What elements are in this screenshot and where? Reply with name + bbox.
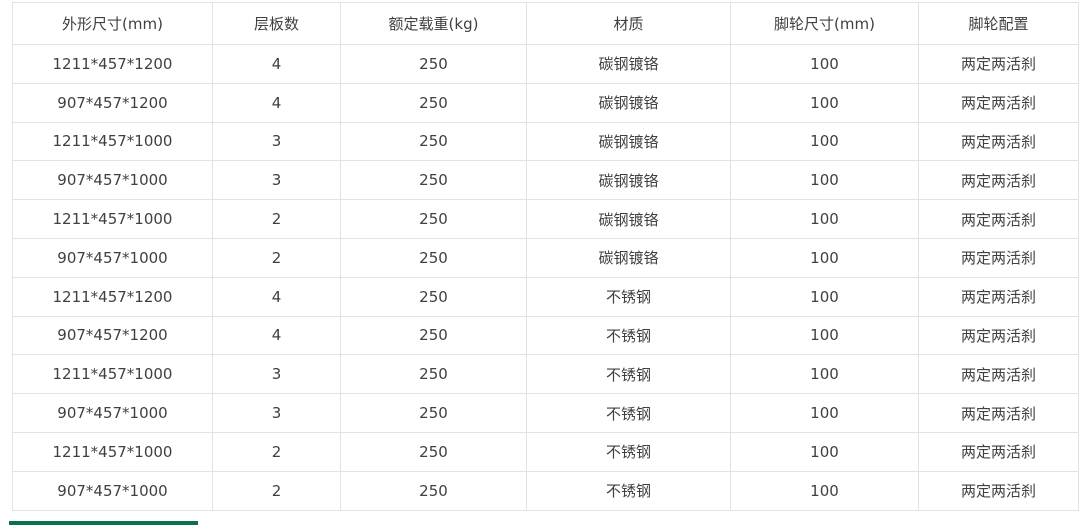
table-cell: 碳钢镀铬 [526,237,731,278]
table-cell: 2 [212,237,341,278]
header-row: 外形尺寸(mm) 层板数 额定载重(kg) 材质 脚轮尺寸(mm) 脚轮配置 [12,2,1079,45]
table-cell: 3 [212,121,341,162]
table-cell: 3 [212,160,341,201]
table-cell: 100 [730,44,919,84]
table-cell: 100 [730,276,919,317]
column-header: 材质 [526,2,731,45]
table-cell: 100 [730,237,919,278]
table-row: 907*457*1200 4 250 不锈钢 100 两定两活刹 [12,315,1079,356]
table-row: 1211*457*1000 3 250 碳钢镀铬 100 两定两活刹 [12,121,1079,162]
table-cell: 不锈钢 [526,431,731,472]
table-cell: 100 [730,160,919,201]
table-cell: 250 [340,121,527,162]
table-row: 907*457*1000 2 250 不锈钢 100 两定两活刹 [12,470,1079,511]
table-cell: 3 [212,393,341,433]
table-cell: 2 [212,199,341,239]
table-row: 1211*457*1200 4 250 碳钢镀铬 100 两定两活刹 [12,44,1079,84]
table-cell: 4 [212,82,341,123]
table-cell: 250 [340,354,527,395]
table-cell: 两定两活刹 [918,276,1079,317]
section-underline-bar [9,521,198,525]
table-cell: 4 [212,44,341,84]
table-cell: 907*457*1000 [12,470,213,511]
table-cell: 1211*457*1000 [12,354,213,395]
table-cell: 两定两活刹 [918,237,1079,278]
table-cell: 1211*457*1000 [12,199,213,239]
table-cell: 两定两活刹 [918,315,1079,356]
table-cell: 两定两活刹 [918,393,1079,433]
table-cell: 两定两活刹 [918,431,1079,472]
table-row: 1211*457*1000 2 250 碳钢镀铬 100 两定两活刹 [12,199,1079,239]
table-cell: 不锈钢 [526,315,731,356]
table-row: 1211*457*1200 4 250 不锈钢 100 两定两活刹 [12,276,1079,317]
table-cell: 907*457*1200 [12,82,213,123]
table-cell: 1211*457*1000 [12,121,213,162]
table-cell: 碳钢镀铬 [526,82,731,123]
table-cell: 907*457*1000 [12,237,213,278]
table-row: 1211*457*1000 2 250 不锈钢 100 两定两活刹 [12,431,1079,472]
column-header: 层板数 [212,2,341,45]
table-row: 907*457*1200 4 250 碳钢镀铬 100 两定两活刹 [12,82,1079,123]
table-cell: 4 [212,276,341,317]
table-cell: 碳钢镀铬 [526,44,731,84]
table-row: 907*457*1000 3 250 不锈钢 100 两定两活刹 [12,393,1079,433]
table-cell: 100 [730,199,919,239]
table-row: 1211*457*1000 3 250 不锈钢 100 两定两活刹 [12,354,1079,395]
table-cell: 250 [340,315,527,356]
table-cell: 不锈钢 [526,393,731,433]
table-cell: 不锈钢 [526,470,731,511]
table-cell: 250 [340,237,527,278]
table-cell: 250 [340,431,527,472]
table-cell: 100 [730,393,919,433]
table-cell: 1211*457*1000 [12,431,213,472]
table-cell: 碳钢镀铬 [526,199,731,239]
table-cell: 两定两活刹 [918,354,1079,395]
spec-table-body: 1211*457*1200 4 250 碳钢镀铬 100 两定两活刹 907*457*120… [12,44,1079,511]
table-cell: 907*457*1000 [12,160,213,201]
table-cell: 250 [340,393,527,433]
table-cell: 907*457*1000 [12,393,213,433]
table-cell: 碳钢镀铬 [526,121,731,162]
table-cell: 两定两活刹 [918,470,1079,511]
table-cell: 2 [212,470,341,511]
table-row: 907*457*1000 3 250 碳钢镀铬 100 两定两活刹 [12,160,1079,201]
table-cell: 两定两活刹 [918,160,1079,201]
column-header: 脚轮配置 [918,2,1079,45]
table-cell: 250 [340,470,527,511]
table-cell: 100 [730,431,919,472]
table-cell: 两定两活刹 [918,44,1079,84]
product-spec-table: 外形尺寸(mm) 层板数 额定载重(kg) 材质 脚轮尺寸(mm) 脚轮配置 1211*4… [12,2,1079,511]
column-header: 脚轮尺寸(mm) [730,2,919,45]
table-cell: 250 [340,276,527,317]
table-cell: 4 [212,315,341,356]
spec-table-header: 外形尺寸(mm) 层板数 额定载重(kg) 材质 脚轮尺寸(mm) 脚轮配置 [12,2,1079,45]
table-cell: 250 [340,160,527,201]
table-cell: 不锈钢 [526,354,731,395]
table-cell: 1211*457*1200 [12,276,213,317]
table-cell: 两定两活刹 [918,121,1079,162]
table-cell: 100 [730,315,919,356]
table-cell: 碳钢镀铬 [526,160,731,201]
table-cell: 250 [340,199,527,239]
column-header: 额定载重(kg) [340,2,527,45]
table-cell: 1211*457*1200 [12,44,213,84]
table-cell: 907*457*1200 [12,315,213,356]
table-cell: 两定两活刹 [918,82,1079,123]
table-row: 907*457*1000 2 250 碳钢镀铬 100 两定两活刹 [12,237,1079,278]
table-cell: 100 [730,82,919,123]
table-cell: 3 [212,354,341,395]
table-cell: 250 [340,44,527,84]
table-cell: 两定两活刹 [918,199,1079,239]
column-header: 外形尺寸(mm) [12,2,213,45]
table-cell: 不锈钢 [526,276,731,317]
table-cell: 250 [340,82,527,123]
table-cell: 100 [730,121,919,162]
table-cell: 2 [212,431,341,472]
table-cell: 100 [730,470,919,511]
table-cell: 100 [730,354,919,395]
